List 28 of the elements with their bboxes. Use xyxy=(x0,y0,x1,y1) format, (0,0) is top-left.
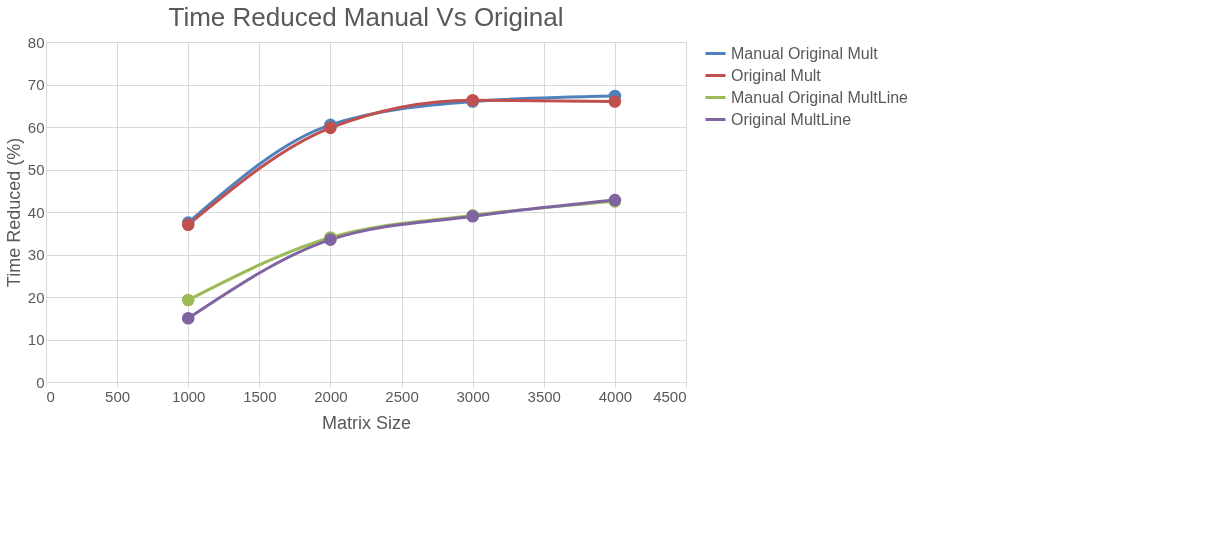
point xyxy=(181,293,195,307)
x-tick-label: 4000 xyxy=(598,387,633,405)
x-tick-label: 2000 xyxy=(314,387,348,405)
y-tick-label: 0 xyxy=(36,373,45,391)
x-axis-title: Matrix Size xyxy=(321,412,412,433)
point xyxy=(608,95,622,108)
y-axis-title: Time Reduced (%) xyxy=(3,137,24,288)
x-tick-label: 500 xyxy=(105,387,131,405)
legend-label: Manual Original Mult xyxy=(731,44,879,62)
chart-title: Time Reduced Manual Vs Original xyxy=(168,2,564,32)
x-tick-label: 3500 xyxy=(527,387,561,405)
x-tick-label: 3000 xyxy=(456,387,490,405)
legend-label: Original Mult xyxy=(731,66,822,84)
legend-label: Original MultLine xyxy=(731,110,852,128)
x-tick-label: 1000 xyxy=(172,387,206,405)
y-tick-label: 30 xyxy=(27,246,45,263)
y-tick-label: 80 xyxy=(27,33,45,51)
y-tick-label: 40 xyxy=(27,203,45,221)
y-tick-label: 20 xyxy=(27,288,45,306)
x-tick-label: 2500 xyxy=(385,387,419,405)
x-tick-label: 4500 xyxy=(653,387,687,405)
y-tick-label: 70 xyxy=(27,76,45,93)
point xyxy=(181,311,195,325)
y-tick-label: 50 xyxy=(27,161,45,178)
legend-label: Manual Original MultLine xyxy=(731,88,909,106)
y-tick-label: 60 xyxy=(27,118,45,136)
x-tick-label: 1500 xyxy=(243,387,277,405)
y-tick-label: 10 xyxy=(27,331,45,348)
